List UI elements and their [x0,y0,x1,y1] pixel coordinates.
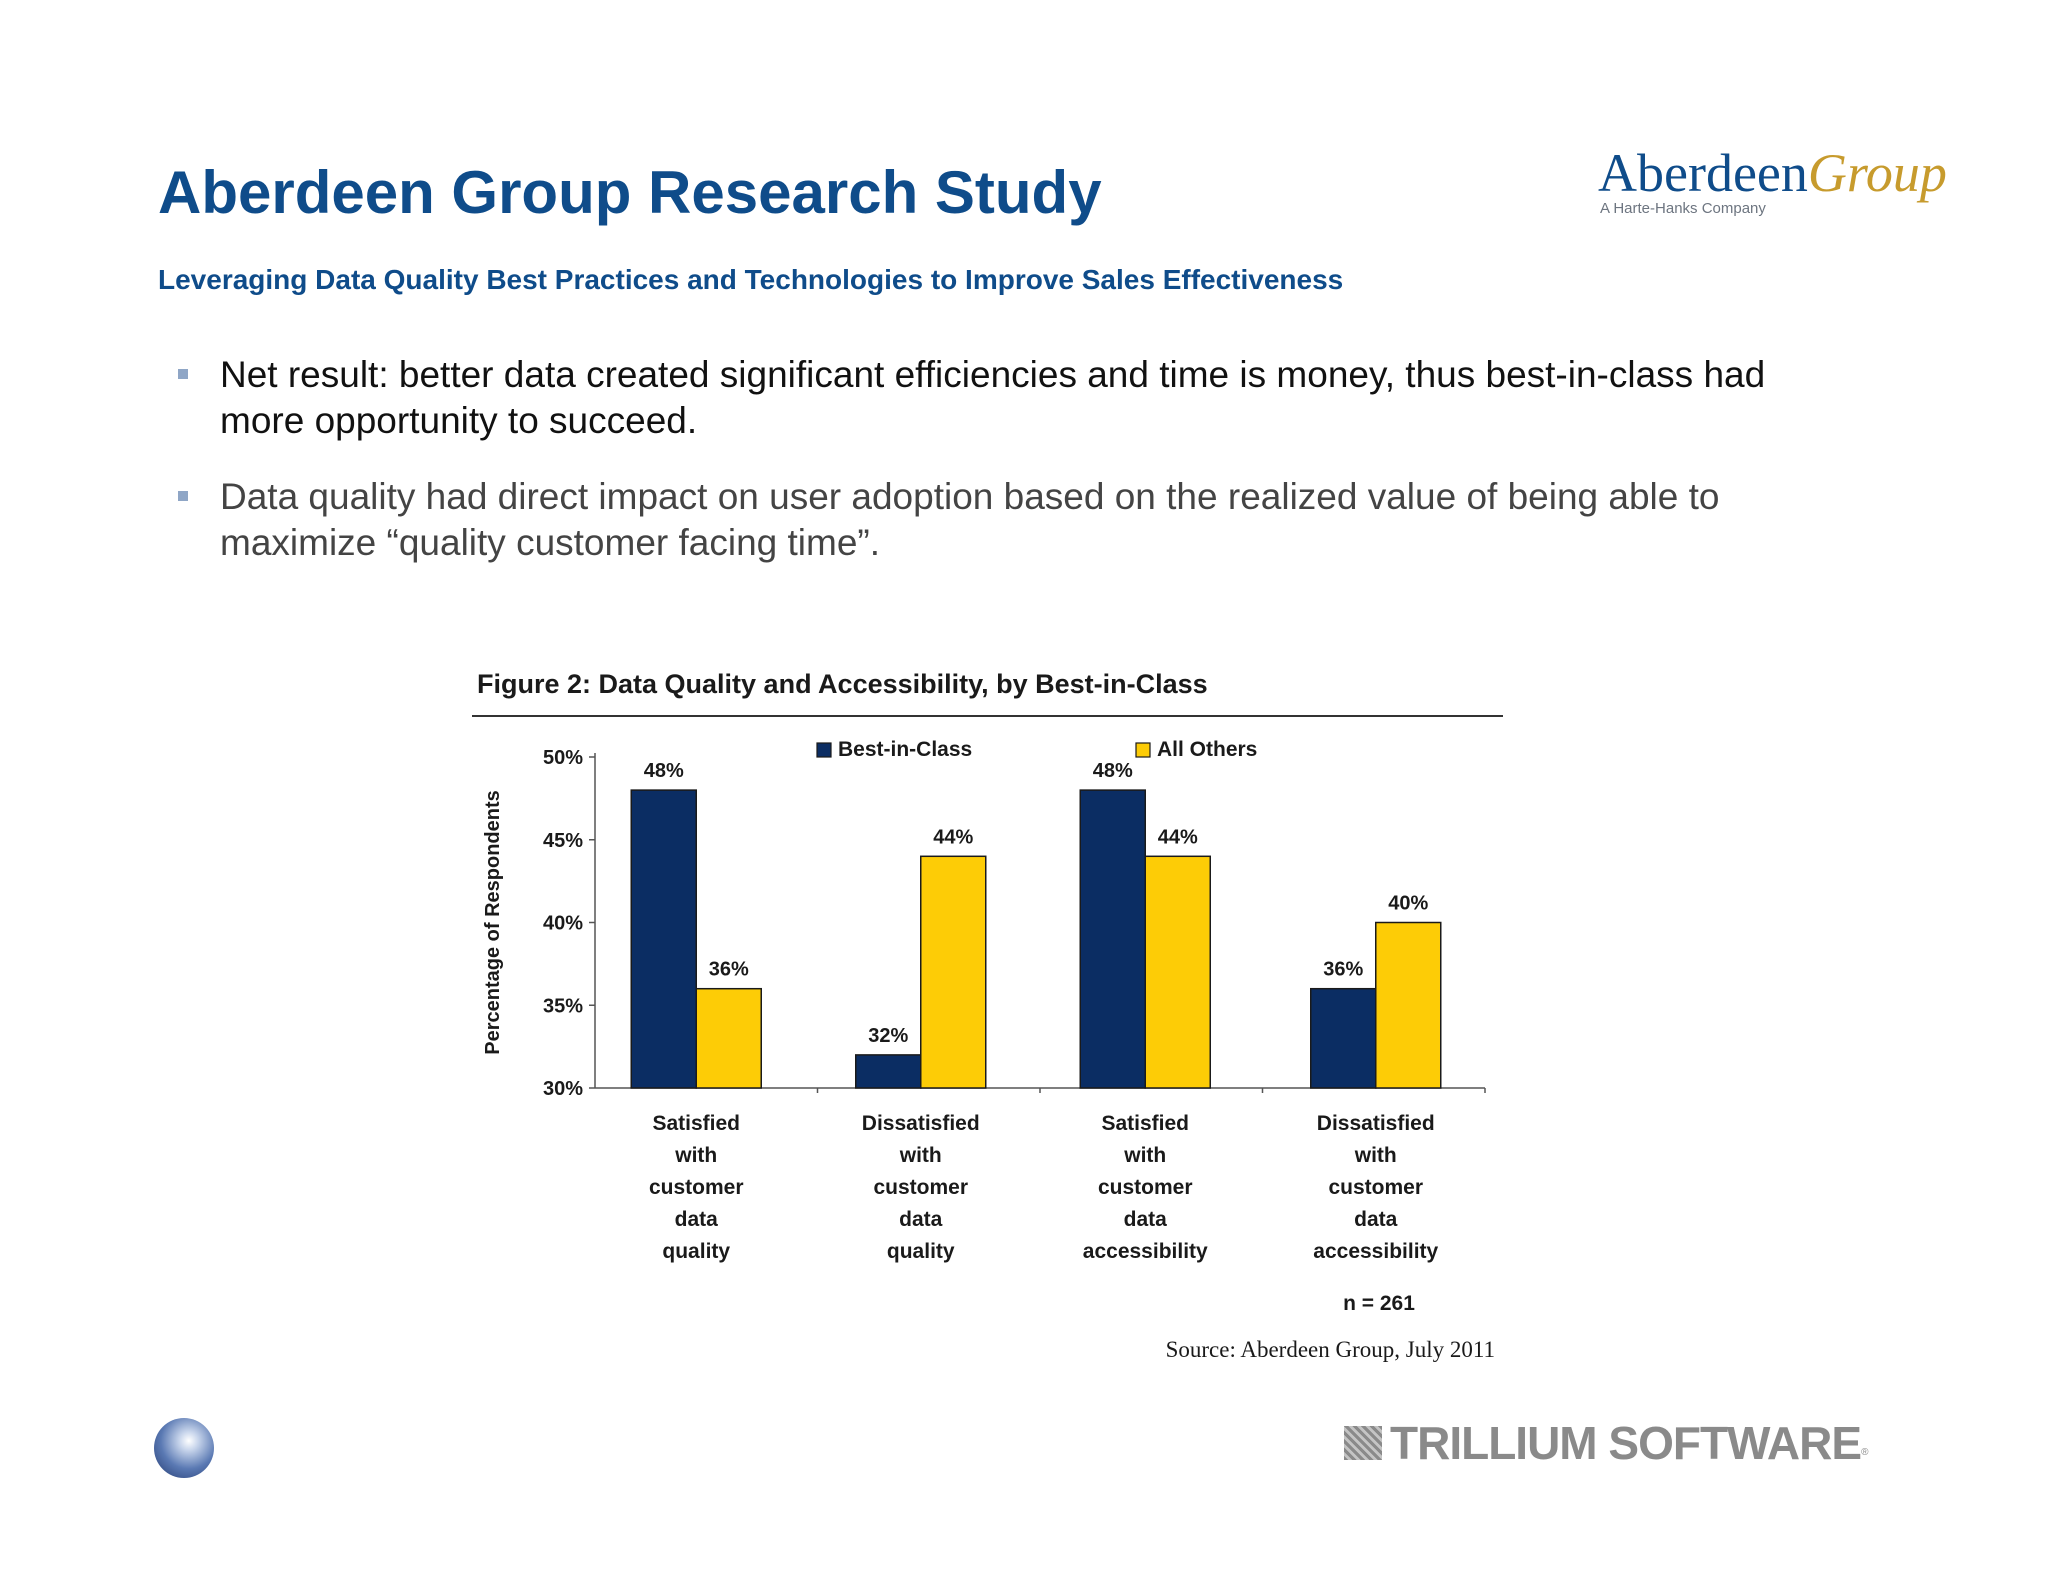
logo-word-group: Group [1807,143,1947,203]
bullet-text: Net result: better data created signific… [220,354,1766,441]
bar-best-in-class [855,1054,922,1089]
bar-all-others [1375,921,1442,1089]
slide-title: Aberdeen Group Research Study [158,159,1102,226]
sample-size-note: n = 261 [1343,1292,1415,1315]
bullet-square-icon [178,369,188,379]
y-axis-label: Percentage of Respondents [482,790,504,1055]
legend-swatch [816,742,832,758]
x-category-label: Dissatisfied [1317,1112,1435,1135]
x-category-label: accessibility [1083,1240,1208,1263]
bullet-item: Data quality had direct impact on user a… [170,474,1850,566]
x-category-label: with [1354,1144,1397,1167]
data-label: 36% [1323,959,1363,981]
x-category-label: data [1124,1208,1168,1231]
bar-all-others [695,987,762,1089]
slide-subtitle: Leveraging Data Quality Best Practices a… [158,264,1344,295]
aberdeen-group-logo: AberdeenGroup A Harte-Hanks Company [1598,143,1947,217]
x-category-label: data [675,1208,719,1231]
trillium-emblem-icon [1344,1426,1382,1460]
trillium-software-logo: TRILLIUM SOFTWARE ® [1344,1417,1869,1469]
data-label: 44% [1158,826,1198,848]
logo-tagline: A Harte-Hanks Company [1600,200,1766,217]
data-label: 40% [1388,893,1428,915]
logo-word-aberdeen: Aberdeen [1598,143,1808,203]
data-label: 36% [709,959,749,981]
x-category-label: data [1354,1208,1398,1231]
globe-orb-icon [154,1418,214,1478]
x-category-label: quality [887,1240,955,1263]
registered-mark: ® [1861,1447,1869,1458]
y-tick-label: 45% [543,830,583,852]
x-category-label: Dissatisfied [862,1112,980,1135]
data-label: 32% [868,1025,908,1047]
y-tick-label: 40% [543,913,583,935]
x-category-label: customer [649,1176,744,1199]
bar-best-in-class [630,789,697,1089]
data-label: 48% [644,760,684,782]
x-category-label: Satisfied [1101,1112,1189,1135]
bar-all-others [920,855,987,1089]
data-label: 44% [933,826,973,848]
x-category-label: with [899,1144,942,1167]
chart-title: Figure 2: Data Quality and Accessibility… [477,669,1208,699]
chart-svg: Figure 2: Data Quality and Accessibility… [472,669,1503,1362]
bar-best-in-class [1310,987,1377,1089]
x-category-label: accessibility [1313,1240,1438,1263]
data-label: 48% [1093,760,1133,782]
bullet-text: Data quality had direct impact on user a… [220,476,1720,563]
x-category-label: customer [873,1176,968,1199]
y-tick-label: 35% [543,995,583,1017]
bar-all-others [1144,855,1211,1089]
bullet-item: Net result: better data created signific… [170,352,1850,444]
y-tick-label: 30% [543,1078,583,1100]
x-category-label: quality [662,1240,730,1263]
legend-label: Best-in-Class [838,738,972,761]
x-category-label: customer [1098,1176,1193,1199]
y-tick-label: 50% [543,747,583,769]
legend-swatch [1135,742,1151,758]
bar-chart: Figure 2: Data Quality and Accessibility… [460,650,1520,1380]
x-category-label: data [899,1208,943,1231]
x-category-label: with [674,1144,717,1167]
x-category-label: with [1123,1144,1166,1167]
legend-label: All Others [1157,738,1257,761]
x-category-label: Satisfied [652,1112,740,1135]
trillium-logo-text: TRILLIUM SOFTWARE [1390,1417,1862,1469]
chart-source: Source: Aberdeen Group, July 2011 [1166,1337,1495,1362]
x-category-label: customer [1328,1176,1423,1199]
bullet-square-icon [178,491,188,501]
bar-best-in-class [1079,789,1146,1089]
bullet-list: Net result: better data created signific… [170,352,1850,596]
